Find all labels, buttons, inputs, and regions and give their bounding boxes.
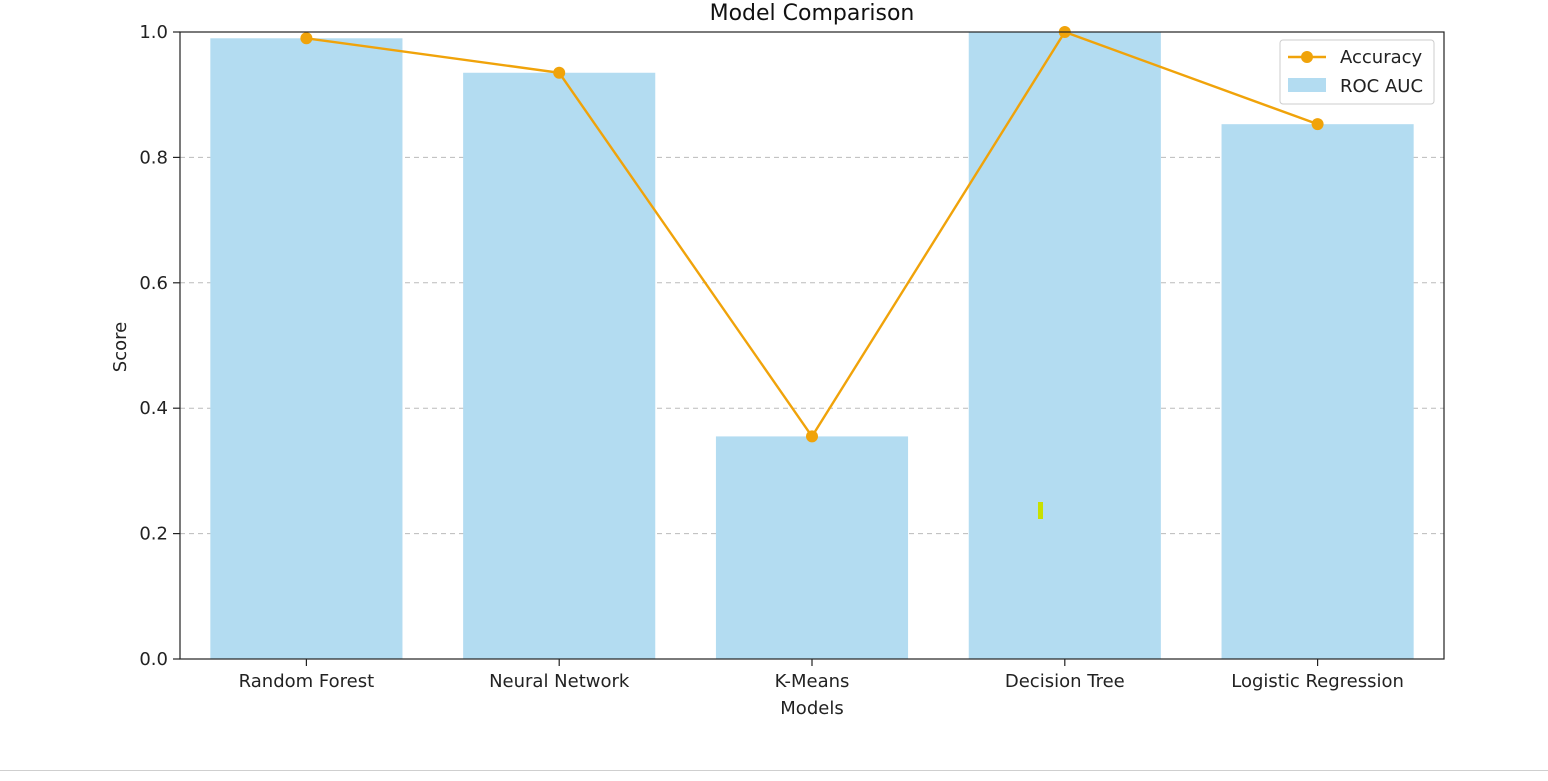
bars-roc-auc — [210, 32, 1414, 659]
accuracy-point — [553, 66, 566, 79]
footer-divider — [0, 770, 1548, 771]
x-axis-title: Models — [780, 698, 843, 719]
legend: Accuracy ROC AUC — [1279, 39, 1435, 105]
x-tick-label: Decision Tree — [1005, 671, 1125, 692]
accuracy-point — [300, 32, 313, 45]
legend-roc-auc-label: ROC AUC — [1340, 76, 1423, 97]
bar-roc-auc — [463, 72, 656, 659]
x-tick-label: K-Means — [775, 671, 850, 692]
legend-accuracy-marker — [1301, 51, 1313, 63]
bar-roc-auc — [210, 38, 403, 659]
bar-roc-auc — [1221, 124, 1414, 659]
accuracy-point — [1311, 118, 1324, 131]
y-tick-label: 0.6 — [139, 273, 168, 294]
x-tick-label: Random Forest — [239, 671, 374, 692]
y-tick-label: 0.0 — [139, 649, 168, 670]
line-accuracy — [300, 26, 1324, 443]
legend-accuracy-label: Accuracy — [1340, 47, 1423, 68]
y-tick-label: 0.4 — [139, 398, 168, 419]
chart-title: Model Comparison — [710, 1, 915, 26]
y-axis-ticks: 0.0 0.2 0.4 0.6 0.8 1.0 — [139, 22, 180, 670]
legend-roc-auc-swatch — [1288, 78, 1326, 92]
y-tick-label: 1.0 — [139, 22, 168, 43]
x-axis-ticks: Random Forest Neural Network K-Means Decisi… — [239, 659, 1404, 692]
accuracy-point — [806, 430, 818, 443]
x-tick-label: Neural Network — [489, 671, 630, 692]
accuracy-line-path — [306, 30, 1319, 439]
x-tick-label: Logistic Regression — [1231, 671, 1404, 692]
bar-roc-auc — [968, 32, 1161, 659]
y-tick-label: 0.2 — [139, 524, 168, 545]
y-axis-title: Score — [110, 322, 131, 372]
bar-roc-auc — [715, 436, 909, 659]
y-tick-label: 0.8 — [139, 147, 168, 168]
stray-mark — [1038, 502, 1043, 519]
